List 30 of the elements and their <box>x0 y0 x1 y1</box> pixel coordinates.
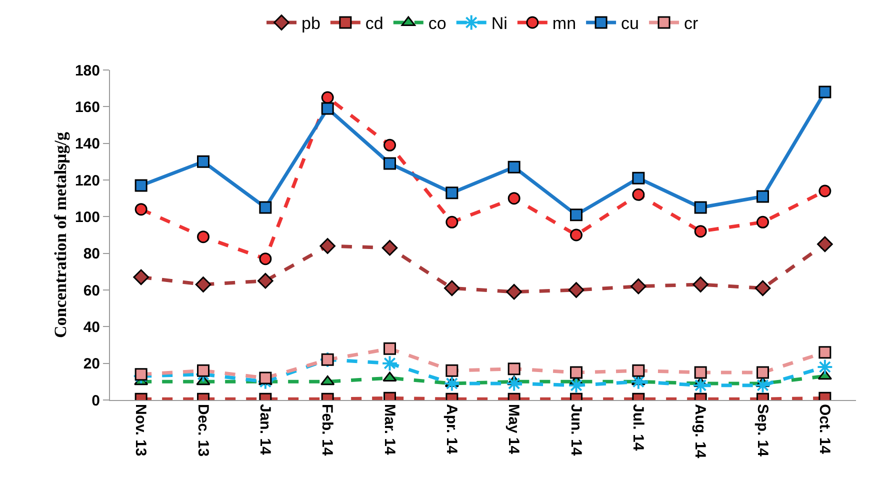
y-tick-label: 0 <box>92 392 100 410</box>
y-tick-label: 160 <box>74 98 100 116</box>
y-tick-label: 20 <box>83 356 100 373</box>
y-tick-label: 120 <box>74 172 100 190</box>
legend-label: pb <box>302 14 320 34</box>
legend-label: Ni <box>491 14 508 34</box>
x-tick-label: Apr. 14 <box>443 404 460 455</box>
y-tick-label: 100 <box>74 208 100 226</box>
x-tick-label: Oct. 14 <box>816 404 834 455</box>
x-tick-label: Jan. 14 <box>256 404 274 456</box>
x-tick-label: Aug. 14 <box>692 404 709 459</box>
legend-label: co <box>428 14 446 34</box>
x-tick-label: Feb. 14 <box>318 404 336 456</box>
y-axis-title: Concentration of metalsμg/g <box>51 131 70 338</box>
y-tick-label: 80 <box>83 246 100 263</box>
legend-label: cu <box>621 14 640 34</box>
x-tick-label: Jul. 14 <box>630 404 647 452</box>
legend-label: cd <box>365 14 384 34</box>
y-tick-label: 140 <box>74 136 100 153</box>
x-tick-label: Jun. 14 <box>567 404 584 456</box>
x-tick-label: Dec. 13 <box>194 404 212 457</box>
legend-label: cr <box>684 14 699 34</box>
x-tick-label: Mar. 14 <box>380 404 398 456</box>
y-tick-label: 40 <box>83 318 100 336</box>
x-tick-label: May 14 <box>505 404 522 455</box>
x-tick-label: Nov. 13 <box>132 404 150 456</box>
x-tick-label: Sep. 14 <box>754 404 771 458</box>
y-tick-label: 60 <box>83 282 100 300</box>
legend-label: mn <box>552 14 576 34</box>
y-tick-label: 180 <box>74 62 100 80</box>
